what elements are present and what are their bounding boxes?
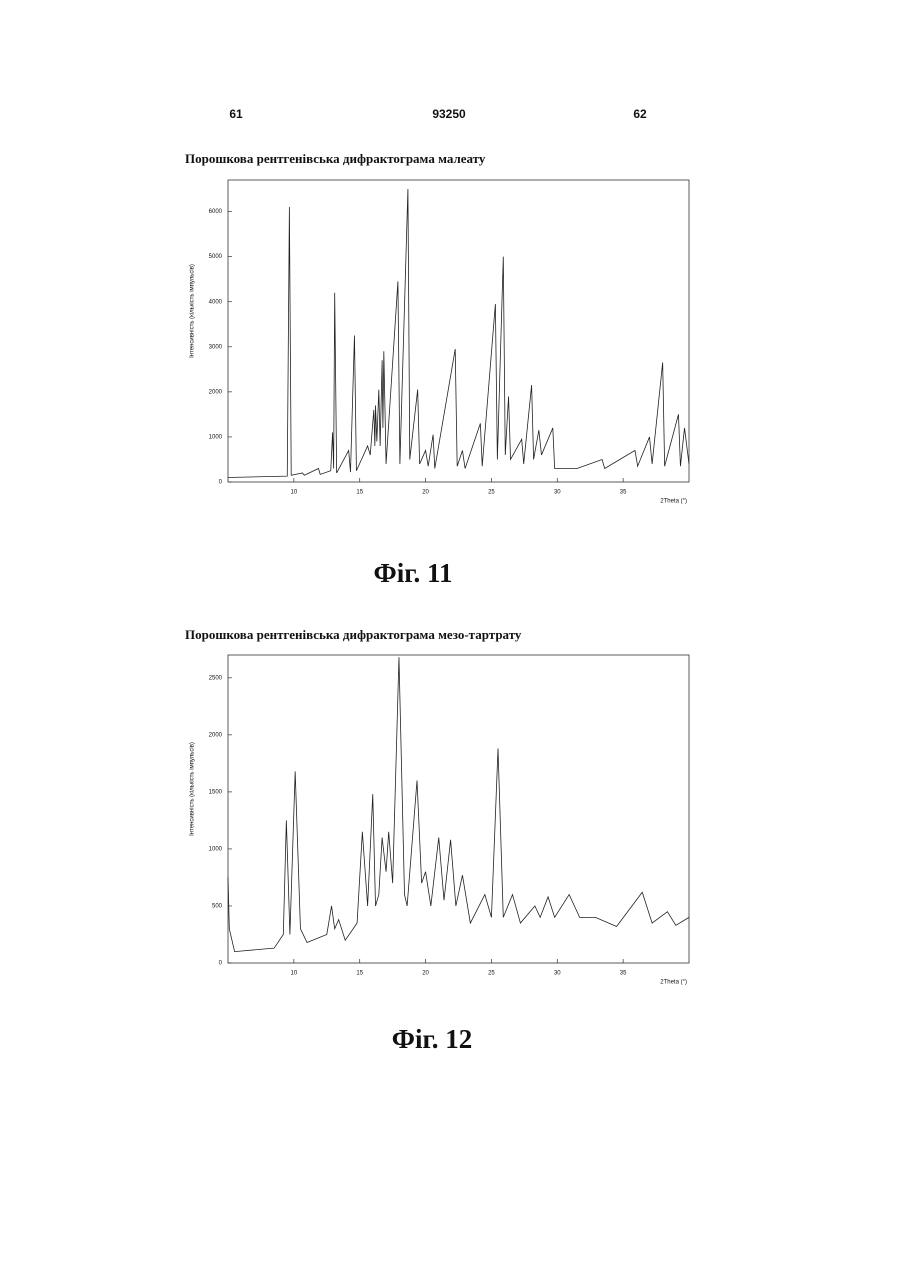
chart-title: Порошкова рентгенівська дифрактограма ме… bbox=[185, 627, 522, 642]
y-tick-label: 3000 bbox=[209, 344, 223, 350]
y-tick-label: 1500 bbox=[209, 789, 223, 795]
page-number-left: 61 bbox=[229, 107, 243, 121]
x-tick-label: 15 bbox=[356, 490, 363, 496]
x-tick-label: 35 bbox=[620, 490, 627, 496]
x-tick-label: 35 bbox=[620, 971, 627, 977]
y-tick-label: 1000 bbox=[209, 847, 223, 853]
page-number-right: 62 bbox=[633, 107, 647, 121]
y-tick-label: 5000 bbox=[209, 254, 223, 260]
x-axis-label: 2Theta (°) bbox=[660, 980, 687, 986]
x-tick-label: 10 bbox=[291, 971, 298, 977]
x-tick-label: 30 bbox=[554, 490, 561, 496]
chart-title: Порошкова рентгенівська дифрактограма ма… bbox=[185, 151, 486, 166]
patent-number: 93250 bbox=[432, 107, 466, 121]
y-axis-label: Інтенсивність (кількість імпульсів) bbox=[190, 742, 196, 836]
y-tick-label: 2000 bbox=[209, 732, 223, 738]
page: 61 93250 62 Порошкова рентгенівська дифр… bbox=[0, 0, 901, 1273]
x-tick-label: 15 bbox=[356, 971, 363, 977]
x-tick-label: 20 bbox=[422, 490, 429, 496]
y-tick-label: 4000 bbox=[209, 299, 223, 305]
y-tick-label: 1000 bbox=[209, 435, 223, 441]
figure-caption: Фіг. 11 bbox=[374, 558, 453, 588]
x-tick-label: 20 bbox=[422, 971, 429, 977]
x-tick-label: 25 bbox=[488, 490, 495, 496]
y-tick-label: 2500 bbox=[209, 675, 223, 681]
x-tick-label: 10 bbox=[291, 490, 298, 496]
y-tick-label: 500 bbox=[212, 904, 223, 910]
y-tick-label: 2000 bbox=[209, 389, 223, 395]
x-tick-label: 25 bbox=[488, 971, 495, 977]
figure-caption: Фіг. 12 bbox=[392, 1024, 472, 1054]
x-axis-label: 2Theta (°) bbox=[660, 499, 687, 505]
x-tick-label: 30 bbox=[554, 971, 561, 977]
y-tick-label: 6000 bbox=[209, 209, 223, 215]
y-axis-label: Інтенсивність (кількість імпульсів) bbox=[190, 264, 196, 358]
